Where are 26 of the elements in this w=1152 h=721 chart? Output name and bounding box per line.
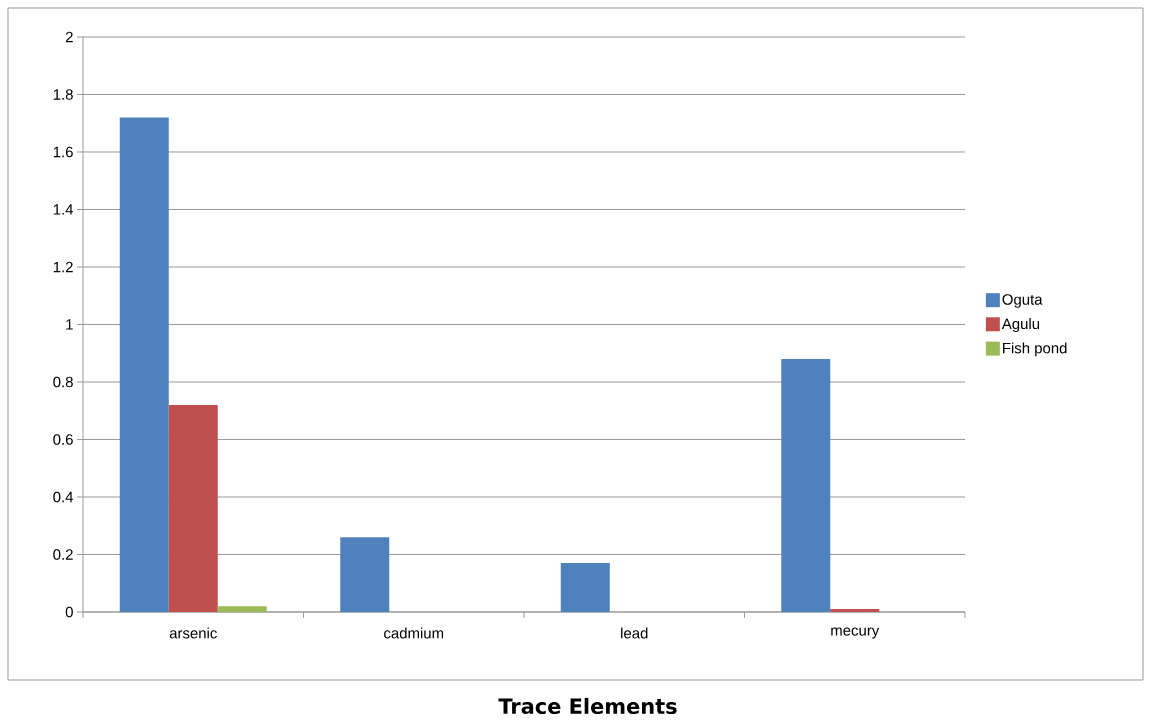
x-tick-label: mecury <box>831 627 880 639</box>
x-tick-label: lead <box>621 627 648 639</box>
bar <box>340 537 390 612</box>
y-tick-label: 0.8 <box>53 376 73 388</box>
bar <box>781 358 831 612</box>
y-tick-label: 2 <box>65 31 73 43</box>
y-tick-label: 1.4 <box>53 204 74 215</box>
bar <box>119 117 169 612</box>
bar <box>168 404 218 612</box>
y-tick-label: 1.8 <box>53 89 73 100</box>
x-tick-label: cadmium <box>384 627 444 639</box>
legend-label: Fish pond <box>1003 342 1067 357</box>
y-tick-label: 0 <box>65 606 73 618</box>
x-axis-title: Trace Elements <box>498 697 677 715</box>
bar <box>830 609 880 612</box>
y-tick-label: 1 <box>66 319 73 330</box>
y-tick-label: 0.4 <box>53 491 74 503</box>
y-tick-label: 0.6 <box>53 434 73 445</box>
bar <box>560 563 610 612</box>
y-tick-label: 1.6 <box>53 146 73 158</box>
bar <box>217 606 267 612</box>
x-tick-label: arsenic <box>169 627 217 639</box>
y-tick-label: 0.2 <box>53 549 73 560</box>
y-tick-label: 1.2 <box>53 261 73 273</box>
legend-label: Oguta <box>1002 294 1043 308</box>
legend-label: Agulu <box>1001 318 1040 333</box>
